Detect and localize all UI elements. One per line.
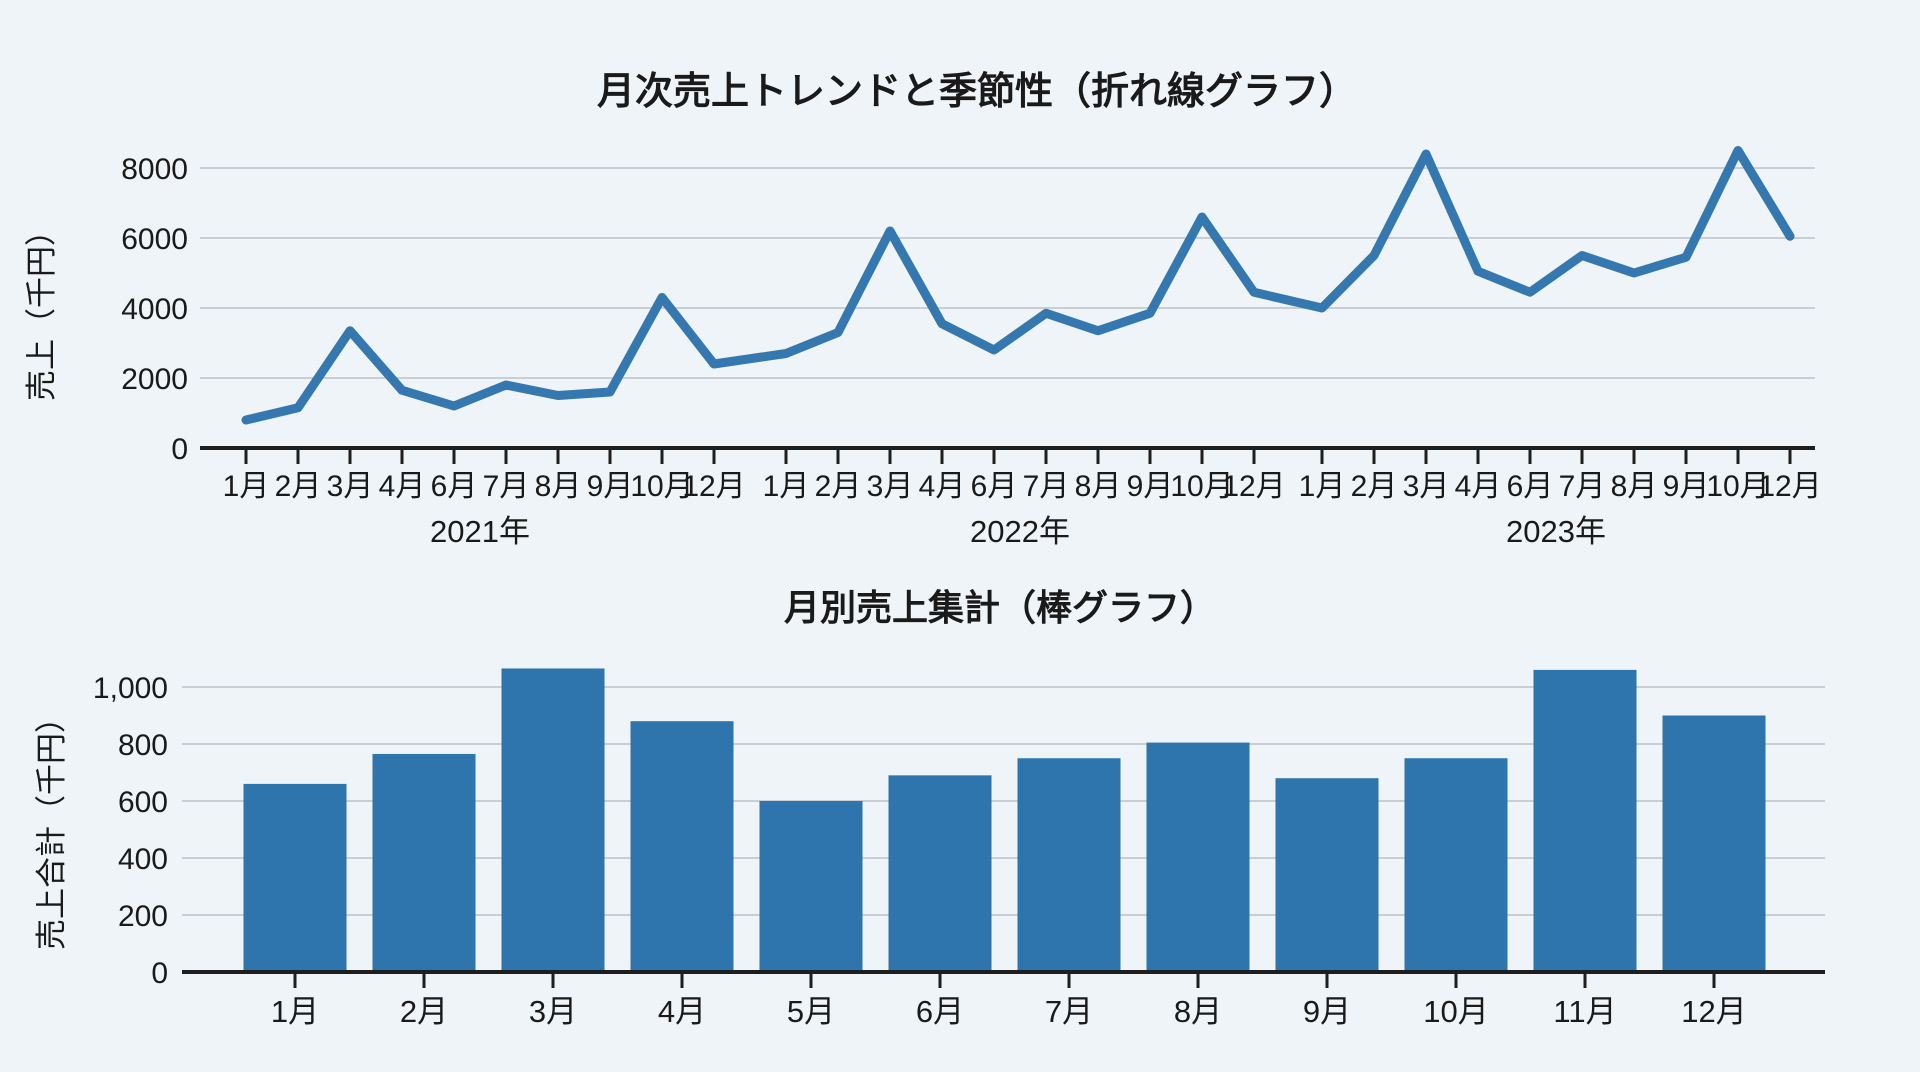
x-tick-label: 3月: [1403, 470, 1450, 503]
x-tick-label: 12月: [1758, 470, 1821, 503]
x-tick-label: 3月: [327, 470, 374, 503]
line-chart-y-axis-label: 売上（千円）: [24, 215, 59, 401]
x-tick-label: 12月: [1222, 470, 1285, 503]
x-tick-label: 2月: [815, 470, 862, 503]
x-tick-label: 8月: [1611, 470, 1658, 503]
x-tick-label: 4月: [1455, 470, 1502, 503]
x-tick-label: 1月: [223, 470, 270, 503]
x-tick-label: 9月: [1663, 470, 1710, 503]
x-axis-year-label-2021: 2021年: [430, 514, 530, 549]
x-tick-label: 10月: [1423, 994, 1488, 1029]
x-tick-label: 6月: [431, 470, 478, 503]
x-tick-label: 6月: [1507, 470, 1554, 503]
x-tick-label: 1月: [271, 994, 319, 1029]
x-tick-label: 7月: [1559, 470, 1606, 503]
y-tick-label: 6000: [121, 223, 188, 256]
x-tick-label: 12月: [1681, 994, 1746, 1029]
y-tick-label: 800: [118, 729, 168, 762]
x-tick-label: 8月: [535, 470, 582, 503]
bar-3月: [501, 668, 605, 972]
x-tick-label: 11月: [1553, 994, 1616, 1029]
y-tick-label: 4000: [121, 293, 188, 326]
x-tick-label: 8月: [1174, 994, 1222, 1029]
x-tick-label: 9月: [587, 470, 634, 503]
y-tick-label: 200: [118, 900, 168, 933]
bar-10月: [1404, 758, 1508, 972]
x-tick-label: 2月: [1351, 470, 1398, 503]
x-tick-label: 12月: [682, 470, 745, 503]
x-tick-label: 2月: [275, 470, 322, 503]
x-tick-label: 7月: [1045, 994, 1093, 1029]
bar-chart-plot: 0 200 400 600 800 1,000 1月 2月 3月 4月 5月 6月 7月 8月 9月 10月 1…: [93, 668, 1825, 1029]
x-tick-label: 1月: [763, 470, 810, 503]
x-tick-label: 4月: [919, 470, 966, 503]
bar-5月: [759, 801, 863, 972]
y-tick-label: 0: [151, 957, 168, 990]
x-tick-label: 1月: [1299, 470, 1346, 503]
x-tick-label: 3月: [867, 470, 914, 503]
bar-1月: [243, 783, 347, 972]
x-tick-label: 10月: [1706, 470, 1769, 503]
y-tick-label: 1,000: [93, 672, 168, 705]
x-tick-label: 6月: [971, 470, 1018, 503]
y-tick-label: 2000: [121, 363, 188, 396]
bar-12月: [1662, 715, 1766, 972]
bar-4月: [630, 721, 734, 972]
y-tick-label: 0: [171, 433, 188, 466]
x-tick-label: 5月: [787, 994, 835, 1029]
x-tick-label: 3月: [529, 994, 577, 1029]
x-tick-label: 7月: [483, 470, 530, 503]
bar-7月: [1017, 758, 1121, 972]
y-tick-label: 8000: [121, 153, 188, 186]
x-tick-label: 9月: [1127, 470, 1174, 503]
x-axis-year-label-2023: 2023年: [1506, 514, 1606, 549]
x-axis-year-label-2022: 2022年: [970, 514, 1070, 549]
x-tick-label: 10月: [630, 470, 693, 503]
x-tick-label: 4月: [379, 470, 426, 503]
x-tick-label: 9月: [1303, 994, 1351, 1029]
bar-chart: 0 200 400 600 800 1,000 1月 2月 3月 4月 5月 6月 7月 8月 9月 10月 1…: [34, 587, 1825, 1029]
y-tick-label: 600: [118, 786, 168, 819]
bar-2月: [372, 753, 476, 972]
x-tick-label: 8月: [1075, 470, 1122, 503]
bar-11月: [1533, 669, 1637, 972]
x-tick-label: 7月: [1023, 470, 1070, 503]
x-tick-label: 10月: [1170, 470, 1233, 503]
bar-8月: [1146, 742, 1250, 972]
bar-chart-title: 月別売上集計（棒グラフ）: [784, 587, 1216, 628]
x-tick-label: 6月: [916, 994, 964, 1029]
y-tick-label: 400: [118, 843, 168, 876]
line-chart-title: 月次売上トレンドと季節性（折れ線グラフ）: [597, 71, 1357, 113]
sales-trend-line: [241, 146, 1795, 425]
x-tick-label: 4月: [658, 994, 706, 1029]
bar-9月: [1275, 778, 1379, 972]
x-tick-label: 2月: [400, 994, 448, 1029]
bar-chart-y-axis-label: 売上合計（千円）: [34, 702, 69, 950]
bar-6月: [888, 775, 992, 972]
